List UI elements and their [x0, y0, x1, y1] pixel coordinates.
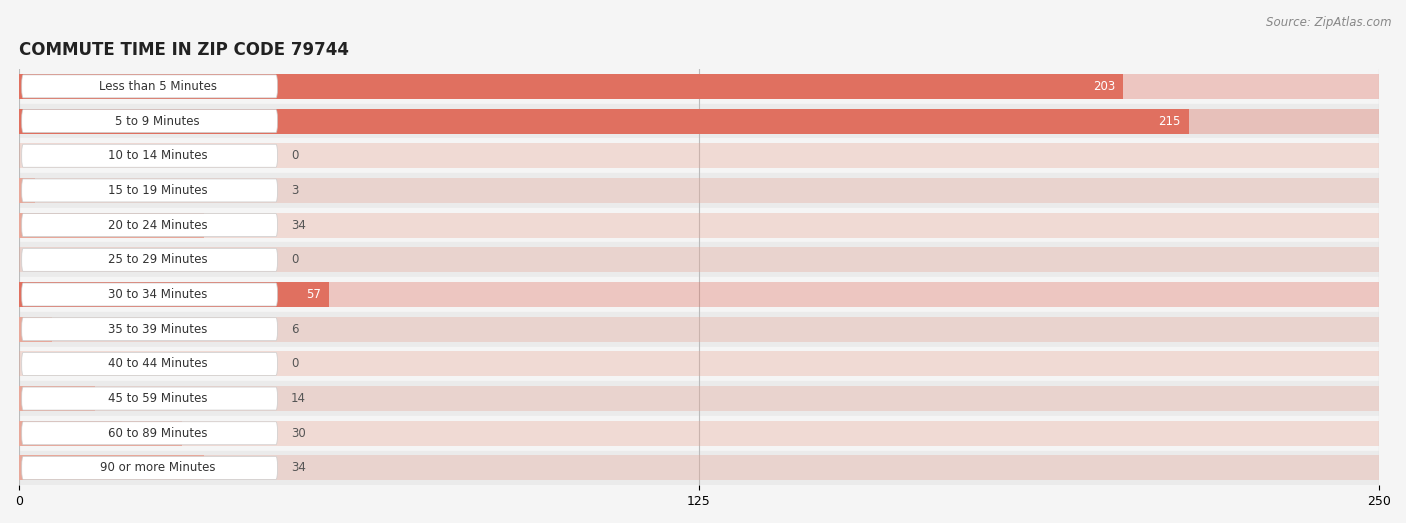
- Bar: [20, 421, 1379, 446]
- Text: 30: 30: [291, 427, 305, 440]
- Bar: [20, 456, 204, 481]
- Bar: [20, 178, 1379, 203]
- Text: 5 to 9 Minutes: 5 to 9 Minutes: [115, 115, 200, 128]
- Text: 14: 14: [291, 392, 307, 405]
- Bar: [20, 381, 1379, 416]
- Bar: [20, 421, 183, 446]
- Bar: [20, 74, 1379, 99]
- Text: 10 to 14 Minutes: 10 to 14 Minutes: [108, 149, 208, 162]
- FancyBboxPatch shape: [21, 457, 277, 480]
- Text: 0: 0: [291, 357, 298, 370]
- Bar: [20, 74, 1123, 99]
- Text: 3: 3: [291, 184, 298, 197]
- Text: 0: 0: [291, 253, 298, 266]
- FancyBboxPatch shape: [21, 75, 277, 98]
- Bar: [20, 347, 1379, 381]
- Bar: [20, 213, 1379, 237]
- Bar: [20, 317, 1379, 342]
- Bar: [20, 243, 1379, 277]
- Bar: [20, 143, 1379, 168]
- Text: Source: ZipAtlas.com: Source: ZipAtlas.com: [1267, 16, 1392, 29]
- FancyBboxPatch shape: [21, 283, 277, 306]
- Bar: [20, 139, 1379, 173]
- Bar: [20, 386, 96, 411]
- Text: 30 to 34 Minutes: 30 to 34 Minutes: [108, 288, 208, 301]
- Bar: [20, 456, 1379, 481]
- FancyBboxPatch shape: [21, 353, 277, 376]
- Bar: [20, 317, 52, 342]
- FancyBboxPatch shape: [21, 422, 277, 445]
- Text: 34: 34: [291, 461, 307, 474]
- Text: 90 or more Minutes: 90 or more Minutes: [100, 461, 215, 474]
- Text: 60 to 89 Minutes: 60 to 89 Minutes: [108, 427, 208, 440]
- Bar: [20, 213, 204, 237]
- Bar: [20, 351, 1379, 377]
- Text: 34: 34: [291, 219, 307, 232]
- Text: 6: 6: [291, 323, 298, 336]
- Bar: [20, 282, 329, 307]
- Text: 57: 57: [307, 288, 321, 301]
- Bar: [20, 104, 1379, 139]
- FancyBboxPatch shape: [21, 387, 277, 410]
- Text: 25 to 29 Minutes: 25 to 29 Minutes: [108, 253, 208, 266]
- Text: Less than 5 Minutes: Less than 5 Minutes: [98, 80, 217, 93]
- Bar: [20, 178, 35, 203]
- Bar: [20, 386, 1379, 411]
- Text: 215: 215: [1159, 115, 1181, 128]
- FancyBboxPatch shape: [21, 317, 277, 340]
- Bar: [20, 173, 1379, 208]
- Text: 20 to 24 Minutes: 20 to 24 Minutes: [108, 219, 208, 232]
- FancyBboxPatch shape: [21, 144, 277, 167]
- Bar: [20, 208, 1379, 243]
- Bar: [20, 451, 1379, 485]
- Bar: [20, 109, 1188, 133]
- Bar: [20, 282, 1379, 307]
- Bar: [20, 109, 1379, 133]
- Bar: [20, 69, 1379, 104]
- Text: COMMUTE TIME IN ZIP CODE 79744: COMMUTE TIME IN ZIP CODE 79744: [20, 41, 349, 59]
- Text: 40 to 44 Minutes: 40 to 44 Minutes: [108, 357, 208, 370]
- Bar: [20, 312, 1379, 347]
- Text: 35 to 39 Minutes: 35 to 39 Minutes: [108, 323, 208, 336]
- Bar: [20, 277, 1379, 312]
- Text: 15 to 19 Minutes: 15 to 19 Minutes: [108, 184, 208, 197]
- Text: 45 to 59 Minutes: 45 to 59 Minutes: [108, 392, 208, 405]
- FancyBboxPatch shape: [21, 110, 277, 132]
- FancyBboxPatch shape: [21, 179, 277, 202]
- Text: 0: 0: [291, 149, 298, 162]
- FancyBboxPatch shape: [21, 213, 277, 236]
- FancyBboxPatch shape: [21, 248, 277, 271]
- Bar: [20, 416, 1379, 451]
- Bar: [20, 247, 1379, 272]
- Text: 203: 203: [1092, 80, 1115, 93]
